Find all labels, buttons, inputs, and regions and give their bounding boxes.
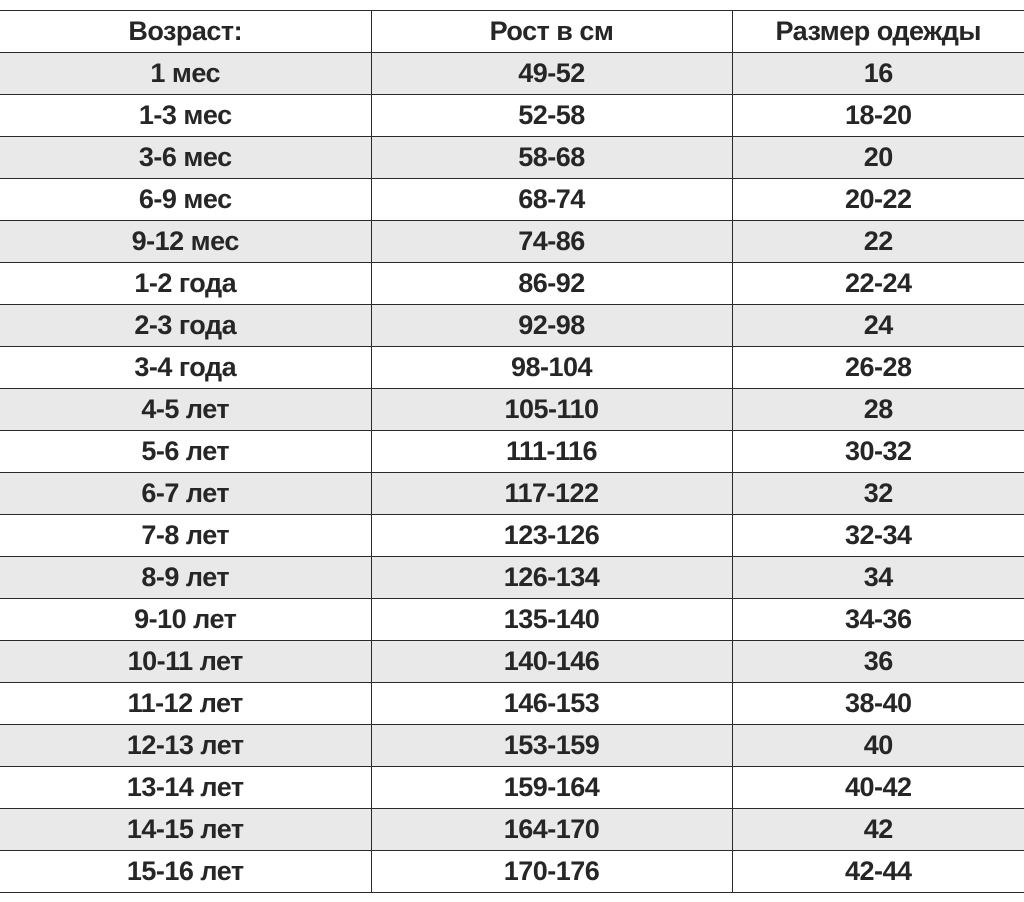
cell-age: 15-16 лет	[0, 850, 372, 893]
table-row: 11-12 лет 146-153 38-40	[0, 682, 1024, 725]
cell-age: 12-13 лет	[0, 724, 372, 767]
table-row: 6-7 лет 117-122 32	[0, 472, 1024, 515]
cell-age: 7-8 лет	[0, 514, 372, 557]
cell-height: 135-140	[370, 598, 733, 641]
table-row: 6-9 мес 68-74 20-22	[0, 178, 1024, 221]
cell-height: 170-176	[370, 850, 733, 893]
cell-age: 10-11 лет	[0, 640, 372, 683]
cell-size: 38-40	[731, 682, 1024, 725]
table-row: 10-11 лет 140-146 36	[0, 640, 1024, 683]
cell-size: 36	[731, 640, 1024, 683]
table-header: Возраст: Рост в см Размер одежды	[0, 10, 1024, 53]
table-row: 13-14 лет 159-164 40-42	[0, 766, 1024, 809]
header-size: Размер одежды	[731, 10, 1024, 53]
cell-height: 86-92	[370, 262, 733, 305]
size-chart-table: Возраст: Рост в см Размер одежды 1 мес 49…	[0, 10, 1024, 893]
cell-size: 26-28	[731, 346, 1024, 389]
cell-size: 22-24	[731, 262, 1024, 305]
cell-age: 6-9 мес	[0, 178, 372, 221]
cell-size: 32	[731, 472, 1024, 515]
table-row: 2-3 года 92-98 24	[0, 304, 1024, 347]
cell-age: 1-3 мес	[0, 94, 372, 137]
cell-height: 58-68	[370, 136, 733, 179]
cell-size: 40	[731, 724, 1024, 767]
cell-height: 98-104	[370, 346, 733, 389]
cell-height: 111-116	[370, 430, 733, 473]
cell-size: 42	[731, 808, 1024, 851]
cell-age: 13-14 лет	[0, 766, 372, 809]
cell-height: 146-153	[370, 682, 733, 725]
table-row: 4-5 лет 105-110 28	[0, 388, 1024, 431]
cell-size: 18-20	[731, 94, 1024, 137]
table-row: 1-2 года 86-92 22-24	[0, 262, 1024, 305]
cell-age: 8-9 лет	[0, 556, 372, 599]
table-row: 3-4 года 98-104 26-28	[0, 346, 1024, 389]
table-row: 9-10 лет 135-140 34-36	[0, 598, 1024, 641]
cell-age: 1-2 года	[0, 262, 372, 305]
table-row: 9-12 мес 74-86 22	[0, 220, 1024, 263]
cell-height: 74-86	[370, 220, 733, 263]
cell-size: 20	[731, 136, 1024, 179]
table-row: 12-13 лет 153-159 40	[0, 724, 1024, 767]
header-row: Возраст: Рост в см Размер одежды	[0, 10, 1024, 53]
table-row: 7-8 лет 123-126 32-34	[0, 514, 1024, 557]
cell-height: 105-110	[370, 388, 733, 431]
cell-size: 16	[731, 52, 1024, 95]
cell-size: 42-44	[731, 850, 1024, 893]
cell-age: 6-7 лет	[0, 472, 372, 515]
cell-height: 159-164	[370, 766, 733, 809]
header-height: Рост в см	[370, 10, 733, 53]
cell-size: 28	[731, 388, 1024, 431]
cell-size: 40-42	[731, 766, 1024, 809]
table-body: 1 мес 49-52 16 1-3 мес 52-58 18-20 3-6 мес 58-6…	[0, 52, 1024, 893]
cell-age: 9-10 лет	[0, 598, 372, 641]
cell-size: 22	[731, 220, 1024, 263]
cell-height: 126-134	[370, 556, 733, 599]
cell-size: 32-34	[731, 514, 1024, 557]
cell-size: 20-22	[731, 178, 1024, 221]
cell-size: 34	[731, 556, 1024, 599]
table-row: 14-15 лет 164-170 42	[0, 808, 1024, 851]
cell-height: 164-170	[370, 808, 733, 851]
cell-size: 24	[731, 304, 1024, 347]
cell-age: 14-15 лет	[0, 808, 372, 851]
cell-height: 140-146	[370, 640, 733, 683]
table-row: 3-6 мес 58-68 20	[0, 136, 1024, 179]
table-row: 1-3 мес 52-58 18-20	[0, 94, 1024, 137]
cell-height: 68-74	[370, 178, 733, 221]
cell-age: 9-12 мес	[0, 220, 372, 263]
cell-age: 4-5 лет	[0, 388, 372, 431]
header-age: Возраст:	[0, 10, 372, 53]
cell-size: 30-32	[731, 430, 1024, 473]
cell-age: 5-6 лет	[0, 430, 372, 473]
cell-height: 123-126	[370, 514, 733, 557]
cell-height: 117-122	[370, 472, 733, 515]
cell-age: 2-3 года	[0, 304, 372, 347]
table-row: 8-9 лет 126-134 34	[0, 556, 1024, 599]
cell-height: 153-159	[370, 724, 733, 767]
cell-height: 49-52	[370, 52, 733, 95]
cell-height: 92-98	[370, 304, 733, 347]
table-row: 5-6 лет 111-116 30-32	[0, 430, 1024, 473]
cell-height: 52-58	[370, 94, 733, 137]
cell-age: 3-4 года	[0, 346, 372, 389]
cell-age: 1 мес	[0, 52, 372, 95]
table-row: 1 мес 49-52 16	[0, 52, 1024, 95]
cell-size: 34-36	[731, 598, 1024, 641]
cell-age: 3-6 мес	[0, 136, 372, 179]
cell-age: 11-12 лет	[0, 682, 372, 725]
table-row: 15-16 лет 170-176 42-44	[0, 850, 1024, 893]
